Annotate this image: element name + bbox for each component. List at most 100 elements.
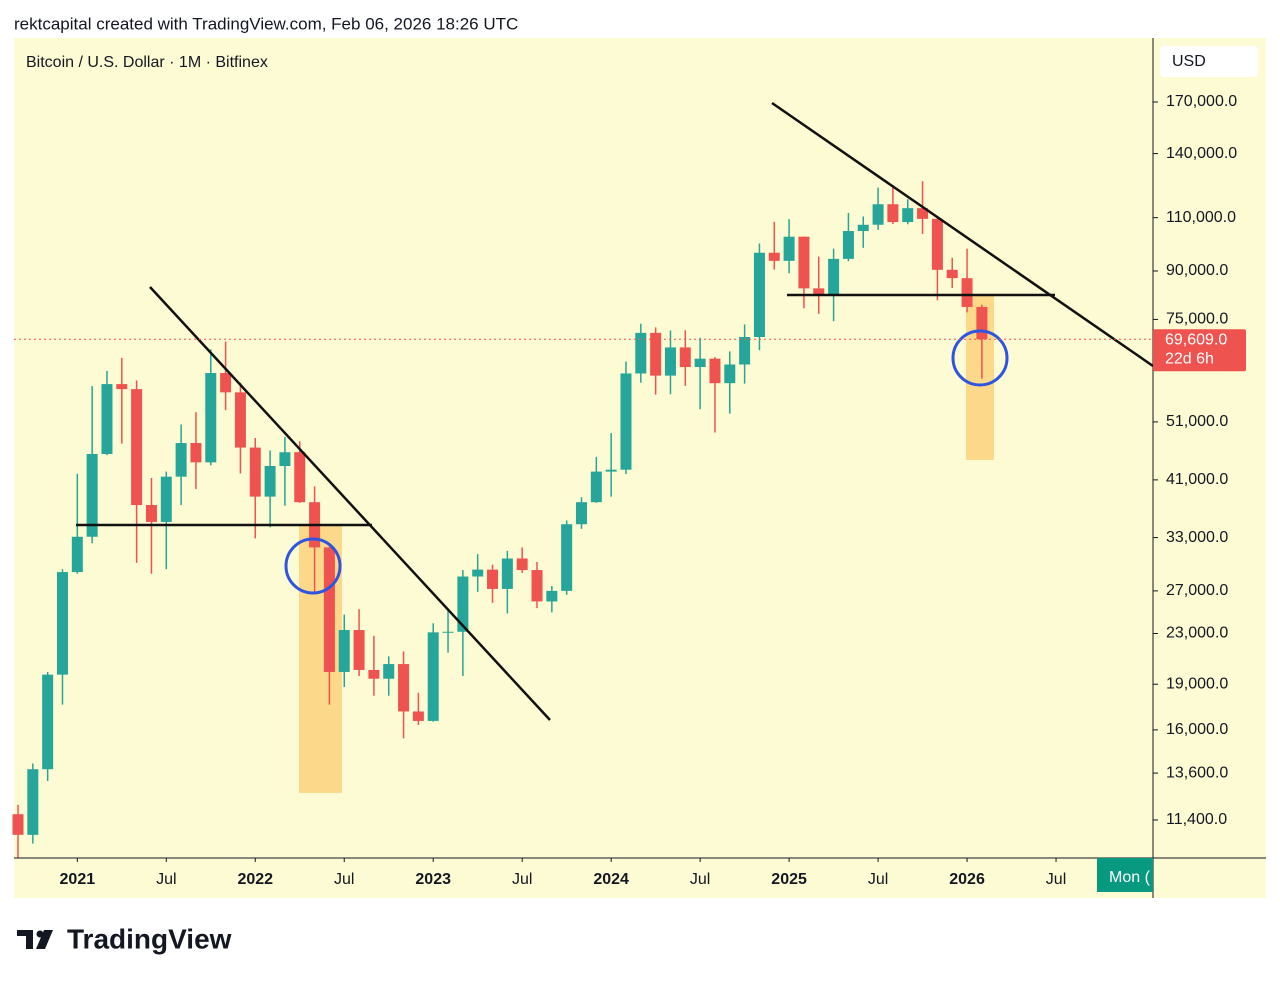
circle-marker xyxy=(284,537,342,595)
trend-line xyxy=(149,286,551,721)
candle-body xyxy=(590,471,602,503)
logo-icon-dot xyxy=(36,930,44,938)
candle-body xyxy=(145,505,157,522)
crosshair-label: Mon ( xyxy=(1109,869,1151,886)
candle-body xyxy=(857,224,869,232)
y-tick-label: 110,000.0 xyxy=(1166,209,1236,226)
candle-body xyxy=(398,664,410,712)
candle-body xyxy=(501,558,513,589)
x-tick-label: Jul xyxy=(512,871,532,888)
y-tick-label: 16,000.0 xyxy=(1166,721,1228,738)
logo-text: TradingView xyxy=(67,923,232,954)
candle-body xyxy=(249,447,261,497)
candle-body xyxy=(442,631,454,633)
candle-body xyxy=(56,572,68,675)
highlight-box xyxy=(299,525,342,793)
candle-body xyxy=(234,392,246,448)
candle-body xyxy=(175,443,187,477)
candle-body xyxy=(101,384,113,454)
candle-body xyxy=(368,669,380,679)
candle-body xyxy=(264,466,276,497)
candle-body xyxy=(783,236,795,261)
y-tick-label: 27,000.0 xyxy=(1166,582,1228,599)
x-tick-label: Jul xyxy=(690,871,710,888)
y-tick-label: 41,000.0 xyxy=(1166,471,1228,488)
candle-body xyxy=(12,814,24,835)
candle-body xyxy=(205,373,217,463)
candle-body xyxy=(887,204,899,223)
x-tick-label: Jul xyxy=(156,871,176,888)
candle-body xyxy=(931,218,943,270)
candle-body xyxy=(724,364,736,384)
x-tick-label: 2023 xyxy=(415,871,451,888)
last-price-box xyxy=(1153,329,1246,372)
trend-line xyxy=(771,101,1154,368)
candle-body xyxy=(561,524,573,591)
candle-body xyxy=(160,476,172,522)
candle-body xyxy=(768,252,780,261)
candle-body xyxy=(457,576,469,632)
chart-title: Bitcoin / U.S. Dollar · 1M · Bitfinex xyxy=(26,54,268,71)
y-tick-label: 23,000.0 xyxy=(1166,625,1228,642)
x-tick-label: 2025 xyxy=(771,871,807,888)
y-tick-label: 19,000.0 xyxy=(1166,675,1228,692)
candle-body xyxy=(279,452,291,467)
candle-body xyxy=(131,389,143,506)
header: rektcapital created with TradingView.com… xyxy=(14,14,518,33)
candle-body xyxy=(27,769,39,835)
currency[interactable]: USD xyxy=(1172,53,1206,70)
candle-body xyxy=(576,502,587,525)
candles xyxy=(12,181,988,858)
x-tick-label: 2021 xyxy=(60,871,96,888)
y-tick-label: 51,000.0 xyxy=(1166,413,1228,430)
x-tick-label: Jul xyxy=(334,871,354,888)
candle-body xyxy=(828,258,840,295)
candle-body xyxy=(664,347,676,376)
y-tick-label: 11,400.0 xyxy=(1166,811,1227,828)
currency-box[interactable] xyxy=(1160,46,1258,77)
candle-body xyxy=(946,269,958,279)
countdown: 22d 6h xyxy=(1165,350,1214,367)
candle-body xyxy=(650,332,662,376)
candle-body xyxy=(635,332,647,374)
candle-body xyxy=(679,347,691,368)
candle-body xyxy=(42,674,54,770)
logo: TradingView xyxy=(17,923,232,954)
candle-body xyxy=(813,288,825,295)
y-tick-label: 75,000.0 xyxy=(1166,311,1228,328)
candle-body xyxy=(116,384,128,390)
candle-body xyxy=(902,208,914,223)
candle-body xyxy=(753,252,765,338)
candle-body xyxy=(487,569,499,589)
candle-body xyxy=(739,337,751,365)
candle-body xyxy=(546,590,558,602)
candle-body xyxy=(798,236,810,289)
candle-body xyxy=(71,536,83,573)
candle-body xyxy=(383,664,395,679)
candle-body xyxy=(338,630,350,672)
candle-body xyxy=(961,278,973,307)
candle-body xyxy=(976,306,988,340)
candle-body xyxy=(842,231,854,259)
y-tick-label: 140,000.0 xyxy=(1166,145,1237,162)
y-tick-label: 13,600.0 xyxy=(1166,764,1228,781)
y-tick-label: 33,000.0 xyxy=(1166,529,1228,546)
x-tick-label: 2026 xyxy=(949,871,985,888)
crosshair-badge xyxy=(1097,858,1153,892)
x-tick-label: 2024 xyxy=(593,871,629,888)
candle-body xyxy=(709,358,721,384)
x-tick-label: Jul xyxy=(1046,871,1066,888)
candle-body xyxy=(472,569,484,577)
candle-body xyxy=(323,547,335,672)
candle-body xyxy=(86,453,98,537)
candle-body xyxy=(294,452,306,503)
last-price-label: 69,609.0 xyxy=(1165,331,1227,348)
logo-icon xyxy=(17,930,53,949)
candle-body xyxy=(412,711,424,721)
candle-body xyxy=(620,373,632,470)
circle-marker xyxy=(951,329,1009,387)
candle-body xyxy=(220,373,232,393)
candle-body xyxy=(917,208,929,219)
candle-body xyxy=(605,469,617,472)
